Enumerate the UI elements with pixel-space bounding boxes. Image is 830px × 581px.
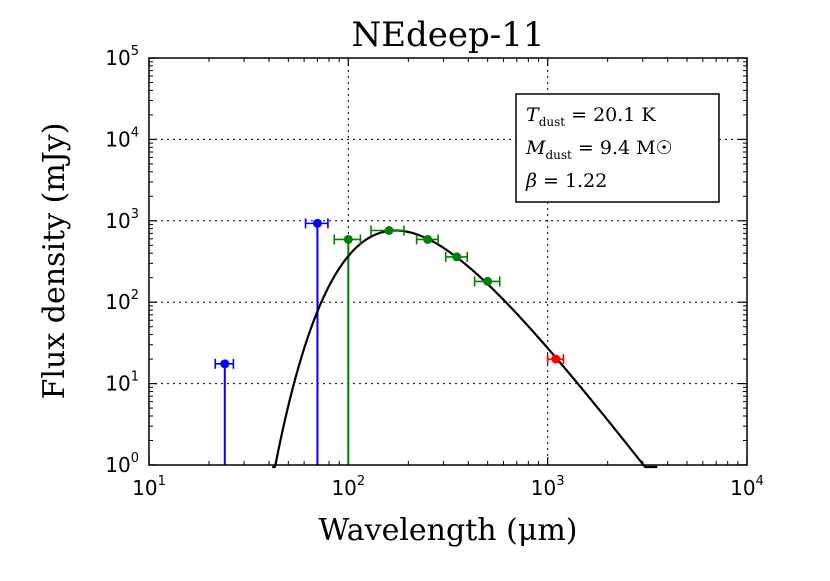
y-tick-label: 101 [105, 370, 139, 396]
data-point [452, 252, 462, 262]
data-point [220, 359, 230, 369]
drop-lines [223, 223, 350, 465]
legend-line-mdust: Mdust = 9.4 M☉ [525, 137, 673, 162]
x-tick-label: 101 [132, 474, 166, 500]
data-point [551, 354, 561, 364]
legend-box: Tdust = 20.1 K Mdust = 9.4 M☉ β = 1.22 [515, 93, 720, 203]
data-points [214, 218, 565, 369]
x-tick-label: 104 [730, 474, 764, 500]
y-tick-label: 105 [105, 44, 139, 70]
x-tick-label: 103 [531, 474, 565, 500]
legend-line-beta: β = 1.22 [525, 170, 607, 192]
data-point [384, 226, 394, 236]
y-tick-label: 103 [105, 207, 139, 233]
y-tick-label: 104 [105, 125, 139, 151]
legend-line-tdust: Tdust = 20.1 K [526, 104, 656, 129]
data-point [343, 234, 353, 244]
y-tick-label: 102 [105, 288, 139, 314]
x-axis-label: Wavelength (μm) [319, 513, 578, 548]
y-tick-label: 100 [105, 451, 139, 477]
legend-frame [515, 93, 720, 203]
data-point [423, 234, 433, 244]
x-tick-label: 102 [331, 474, 365, 500]
y-tick-labels: 100 101 102 103 104 105 [105, 44, 139, 477]
plot-frame [148, 57, 748, 466]
data-point [483, 276, 493, 286]
y-axis-label: Flux density (mJy) [37, 123, 72, 400]
data-point [312, 218, 322, 228]
model-curve [272, 229, 658, 469]
chart-title: NEdeep-11 [351, 15, 544, 55]
x-tick-labels: 101 102 103 104 [132, 474, 764, 500]
